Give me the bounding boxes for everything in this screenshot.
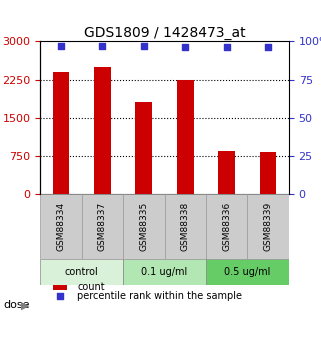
Point bbox=[265, 45, 271, 50]
Text: GSM88335: GSM88335 bbox=[139, 202, 148, 251]
Text: GSM88339: GSM88339 bbox=[264, 202, 273, 251]
Bar bbox=[53, 283, 67, 290]
Bar bbox=[177, 79, 194, 194]
Text: GSM88338: GSM88338 bbox=[181, 202, 190, 251]
FancyBboxPatch shape bbox=[123, 259, 206, 285]
FancyBboxPatch shape bbox=[40, 259, 123, 285]
Point bbox=[58, 43, 64, 49]
Text: GSM88336: GSM88336 bbox=[222, 202, 231, 251]
FancyBboxPatch shape bbox=[82, 194, 123, 259]
Bar bbox=[135, 102, 152, 194]
Text: ▶: ▶ bbox=[21, 300, 29, 310]
Text: dose: dose bbox=[3, 300, 30, 310]
Text: GSM88334: GSM88334 bbox=[56, 202, 65, 251]
Bar bbox=[260, 152, 276, 194]
Text: GSM88337: GSM88337 bbox=[98, 202, 107, 251]
Bar bbox=[218, 151, 235, 194]
FancyBboxPatch shape bbox=[206, 259, 289, 285]
FancyBboxPatch shape bbox=[40, 194, 82, 259]
Bar bbox=[53, 72, 69, 194]
Bar bbox=[94, 67, 111, 194]
Point bbox=[141, 43, 146, 49]
Point bbox=[224, 45, 229, 50]
Title: GDS1809 / 1428473_at: GDS1809 / 1428473_at bbox=[84, 26, 245, 40]
Text: control: control bbox=[65, 267, 99, 277]
Point bbox=[183, 45, 188, 50]
Text: 0.1 ug/ml: 0.1 ug/ml bbox=[141, 267, 188, 277]
FancyBboxPatch shape bbox=[165, 194, 206, 259]
FancyBboxPatch shape bbox=[247, 194, 289, 259]
Text: count: count bbox=[77, 282, 105, 292]
FancyBboxPatch shape bbox=[123, 194, 165, 259]
Text: 0.5 ug/ml: 0.5 ug/ml bbox=[224, 267, 271, 277]
Text: percentile rank within the sample: percentile rank within the sample bbox=[77, 291, 242, 301]
Point bbox=[100, 43, 105, 49]
FancyBboxPatch shape bbox=[206, 194, 247, 259]
